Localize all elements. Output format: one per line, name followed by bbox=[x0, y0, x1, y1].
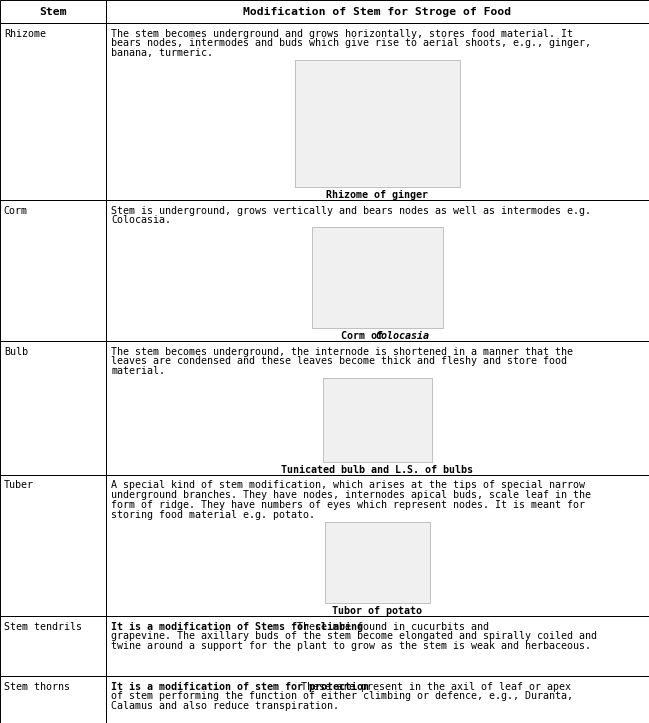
Text: form of ridge. They have numbers of eyes which represent nodes. It is meant for: form of ridge. They have numbers of eyes… bbox=[111, 500, 585, 510]
Bar bbox=[106, 23, 649, 200]
Text: leaves are condensed and these leaves become thick and fleshy and store food: leaves are condensed and these leaves be… bbox=[111, 356, 567, 367]
Text: Tuber: Tuber bbox=[4, 481, 34, 490]
Text: Colocasia.: Colocasia. bbox=[111, 215, 171, 226]
Bar bbox=[106, 616, 649, 676]
Text: The stem becomes underground, the internode is shortened in a manner that the: The stem becomes underground, the intern… bbox=[111, 346, 573, 356]
Text: of stem performing the function of either climbing or defence, e.g., Duranta,: of stem performing the function of eithe… bbox=[111, 691, 573, 701]
Bar bbox=[0, 475, 106, 616]
Text: Colocasia: Colocasia bbox=[375, 331, 429, 341]
Text: These are present in the axil of leaf or apex: These are present in the axil of leaf or… bbox=[295, 682, 572, 691]
Text: Stem: Stem bbox=[39, 7, 67, 17]
Text: Rhizome: Rhizome bbox=[4, 28, 46, 38]
Text: grapevine. The axillary buds of the stem become elongated and spirally coiled an: grapevine. The axillary buds of the stem… bbox=[111, 631, 597, 641]
Text: Corm of: Corm of bbox=[341, 331, 389, 341]
Bar bbox=[106, 475, 649, 616]
Text: Rhizome of ginger: Rhizome of ginger bbox=[326, 190, 428, 200]
Bar bbox=[0, 676, 106, 723]
Bar bbox=[323, 378, 432, 462]
Text: Tunicated bulb and L.S. of bulbs: Tunicated bulb and L.S. of bulbs bbox=[282, 465, 473, 475]
Text: banana, turmeric.: banana, turmeric. bbox=[111, 48, 214, 59]
Bar bbox=[106, 676, 649, 723]
Text: A special kind of stem modification, which arises at the tips of special narrow: A special kind of stem modification, whi… bbox=[111, 481, 585, 490]
Text: It is a modification of Stems for climbing: It is a modification of Stems for climbi… bbox=[111, 622, 363, 631]
Bar bbox=[312, 227, 443, 328]
Bar bbox=[325, 522, 430, 603]
Bar bbox=[106, 0, 649, 23]
Text: material.: material. bbox=[111, 367, 165, 377]
Bar bbox=[0, 200, 106, 341]
Text: Calamus and also reduce transpiration.: Calamus and also reduce transpiration. bbox=[111, 701, 339, 711]
Text: Tubor of potato: Tubor of potato bbox=[332, 606, 422, 616]
Bar bbox=[106, 200, 649, 341]
Text: Corm: Corm bbox=[4, 205, 28, 215]
Text: storing food material e.g. potato.: storing food material e.g. potato. bbox=[111, 510, 315, 521]
Text: Stem tendrils: Stem tendrils bbox=[4, 622, 82, 631]
Text: Modification of Stem for Stroge of Food: Modification of Stem for Stroge of Food bbox=[243, 7, 511, 17]
Bar bbox=[0, 23, 106, 200]
Text: The stem becomes underground and grows horizontally, stores food material. It: The stem becomes underground and grows h… bbox=[111, 28, 573, 38]
Bar bbox=[0, 341, 106, 475]
Text: twine around a support for the plant to grow as the stem is weak and herbaceous.: twine around a support for the plant to … bbox=[111, 641, 591, 651]
Text: It is a modification of stem for protection: It is a modification of stem for protect… bbox=[111, 682, 369, 691]
Bar bbox=[0, 0, 106, 23]
Bar bbox=[295, 60, 459, 187]
Text: Stem is underground, grows vertically and bears nodes as well as intermodes e.g.: Stem is underground, grows vertically an… bbox=[111, 205, 591, 215]
Text: bears nodes, intermodes and buds which give rise to aerial shoots, e.g., ginger,: bears nodes, intermodes and buds which g… bbox=[111, 38, 591, 48]
Text: underground branches. They have nodes, internodes apical buds, scale leaf in the: underground branches. They have nodes, i… bbox=[111, 490, 591, 500]
Text: Stem thorns: Stem thorns bbox=[4, 682, 70, 691]
Bar bbox=[106, 341, 649, 475]
Bar bbox=[0, 616, 106, 676]
Text: These are found in cucurbits and: These are found in cucurbits and bbox=[291, 622, 489, 631]
Text: Bulb: Bulb bbox=[4, 346, 28, 356]
